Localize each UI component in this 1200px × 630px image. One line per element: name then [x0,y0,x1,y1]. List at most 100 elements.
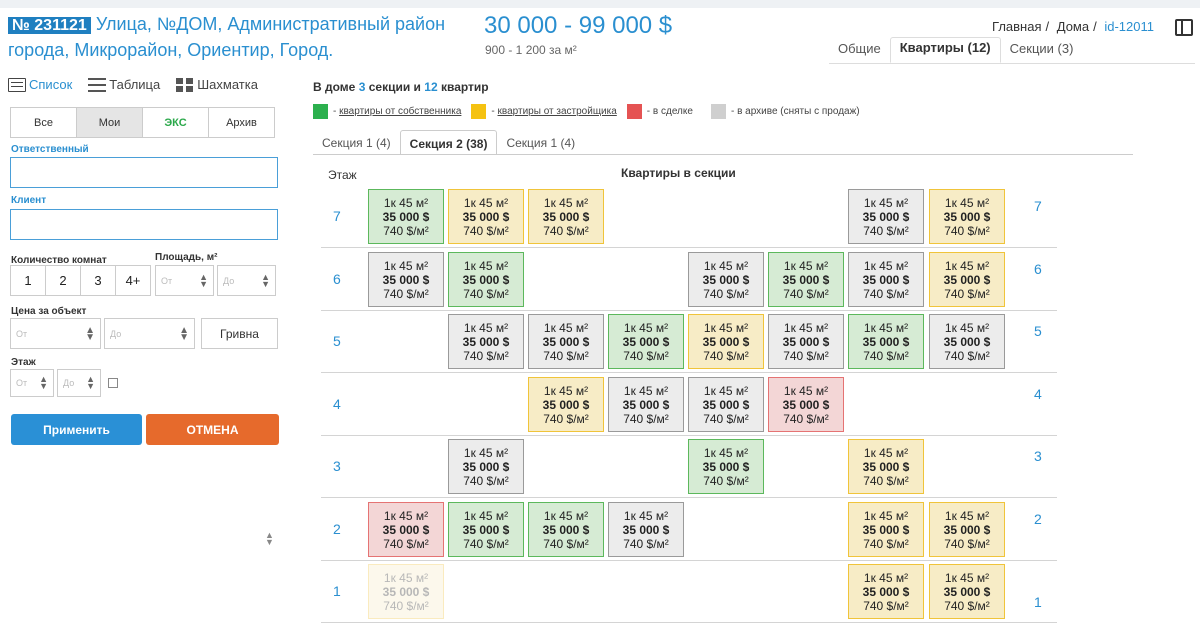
area-from-placeholder: От [161,275,173,286]
flat-cell[interactable]: 1к 45 м² 35 000 $740 $/м² [368,189,444,244]
flat-cell[interactable]: 1к 45 м² 35 000 $740 $/м² [768,314,844,369]
resize-handle-icon[interactable]: ▲ ▼ [265,530,274,547]
flat-cell[interactable]: 1к 45 м² 35 000 $740 $/м² [448,439,524,494]
flat-price-per-m2: 740 $/м² [623,411,669,426]
flat-cell[interactable]: 1к 45 м² 35 000 $740 $/м² [368,501,444,557]
area-from-stepper[interactable]: От ▲ ▼ [155,265,214,296]
flat-price: 35 000 $ [462,272,510,287]
flat-cell[interactable]: 1к 45 м² 35 000 $740 $/м² [448,189,524,244]
flat-cell[interactable]: 1к 45 м² 35 000 $740 $/м² [448,314,524,369]
flat-cell[interactable]: 1к 45 м² 35 000 $740 $/м² [929,314,1005,369]
client-input[interactable] [10,209,278,240]
flat-area: 1к 45 м² [623,383,669,398]
view-list-label: Список [29,77,73,92]
flat-area: 1к 45 м² [703,258,749,273]
flat-cell[interactable]: 1к 45 м² 35 000 $740 $/м² [848,439,924,494]
flat-price: 35 000 $ [862,460,910,474]
flat-cell[interactable]: 1к 45 м² 35 000 $740 $/м² [768,251,844,307]
view-chess[interactable]: Шахматка [176,77,258,92]
view-table[interactable]: Таблица [88,77,160,92]
price-to-stepper[interactable]: До ▲ ▼ [104,318,195,349]
rooms-3-button[interactable]: 3 [80,265,116,296]
floor-from-stepper[interactable]: От ▲ ▼ [10,369,54,397]
floor-row: 7 7 1к 45 м² 35 000 $740 $/м² 1к 45 м² 35 000… [321,186,1057,248]
flat-price-per-m2: 740 $/м² [863,599,909,613]
flat-area: 1к 45 м² [463,258,509,273]
flat-cell[interactable]: 1к 45 м² 35 000 $740 $/м² [528,314,604,369]
filter-archive-button[interactable]: Архив [208,107,275,138]
filter-all-button[interactable]: Все [10,107,77,138]
flat-area: 1к 45 м² [383,571,429,585]
tab-section-1[interactable]: Секция 1 (4) [322,136,391,150]
flat-area: 1к 45 м² [623,508,669,523]
view-chess-label: Шахматка [197,77,258,92]
flat-cell[interactable]: 1к 45 м² 35 000 $740 $/м² [688,251,764,307]
flat-cell[interactable]: 1к 45 м² 35 000 $740 $/м² [929,501,1005,557]
flat-cell[interactable]: 1к 45 м² 35 000 $740 $/м² [848,314,924,369]
flat-price: 35 000 $ [862,272,910,287]
floor-to-stepper[interactable]: До ▲ ▼ [57,369,101,397]
tab-section-3[interactable]: Секция 1 (4) [506,136,576,150]
flat-price: 35 000 $ [462,210,510,224]
apply-button[interactable]: Применить [11,414,142,445]
breadcrumb-home[interactable]: Главная [992,19,1042,34]
view-list[interactable]: Список [8,77,72,92]
flat-area: 1к 45 м² [543,383,589,398]
flat-cell[interactable]: 1к 45 м² 35 000 $740 $/м² [848,564,924,619]
cancel-button[interactable]: ОТМЕНА [146,414,279,445]
rooms-4plus-button[interactable]: 4+ [115,265,151,296]
flat-cell[interactable]: 1к 45 м² 35 000 $740 $/м² [688,314,764,369]
rooms-1-button[interactable]: 1 [10,265,46,296]
breadcrumb-current[interactable]: id-12011 [1104,19,1154,34]
responsible-input[interactable] [10,157,278,188]
flat-cell[interactable]: 1к 45 м² 35 000 $740 $/м² [368,251,444,307]
flat-area: 1к 45 м² [783,383,829,398]
flat-area: 1к 45 м² [703,383,749,398]
view-table-label: Таблица [109,77,161,92]
flat-cell[interactable]: 1к 45 м² 35 000 $740 $/м² [929,564,1005,619]
flat-cell[interactable]: 1к 45 м² 35 000 $740 $/м² [448,251,524,307]
tab-general[interactable]: Общие [838,41,881,56]
flat-cell[interactable]: 1к 45 м² 35 000 $740 $/м² [768,376,844,432]
flat-cell[interactable]: 1к 45 м² 35 000 $740 $/м² [528,376,604,432]
flat-cell[interactable]: 1к 45 м² 35 000 $740 $/м² [929,251,1005,307]
stepper-arrows-icon: ▲ ▼ [86,374,95,391]
flat-cell[interactable]: 1к 45 м² 35 000 $740 $/м² [688,376,764,432]
rooms-2-button[interactable]: 2 [45,265,81,296]
price-from-placeholder: От [16,328,28,339]
flat-cell[interactable]: 1к 45 м² 35 000 $740 $/м² [848,251,924,307]
price-from-stepper[interactable]: От ▲ ▼ [10,318,101,349]
flat-price: 35 000 $ [702,460,750,474]
flat-cell[interactable]: 1к 45 м² 35 000 $740 $/м² [368,564,444,619]
legend-developer[interactable]: - квартиры от застройщика [491,106,617,117]
flat-cell[interactable]: 1к 45 м² 35 000 $740 $/м² [848,189,924,244]
floor-checkbox[interactable] [108,378,118,388]
flat-cell[interactable]: 1к 45 м² 35 000 $740 $/м² [608,501,684,557]
tab-section-2[interactable]: Секция 2 (38) [399,130,498,155]
legend-owner[interactable]: - квартиры от собственника [333,106,462,117]
flat-cell[interactable]: 1к 45 м² 35 000 $740 $/м² [848,501,924,557]
flat-cell[interactable]: 1к 45 м² 35 000 $740 $/м² [688,439,764,494]
flat-cell[interactable]: 1к 45 м² 35 000 $740 $/м² [528,189,604,244]
flat-cell[interactable]: 1к 45 м² 35 000 $740 $/м² [448,501,524,557]
flat-area: 1к 45 м² [543,508,589,523]
area-to-stepper[interactable]: До ▲ ▼ [217,265,276,296]
flat-price: 35 000 $ [943,585,991,599]
tab-flats[interactable]: Квартиры (12) [889,37,1001,63]
currency-select[interactable]: Гривна [201,318,278,349]
flat-price-per-m2: 740 $/м² [623,349,669,363]
flat-price-per-m2: 740 $/м² [944,536,990,551]
filter-mine-button[interactable]: Мои [76,107,143,138]
sidebar-toggle-icon[interactable] [1175,19,1193,36]
flat-cell[interactable]: 1к 45 м² 35 000 $740 $/м² [608,376,684,432]
flat-cell[interactable]: 1к 45 м² 35 000 $740 $/м² [528,501,604,557]
tab-sections[interactable]: Секции (3) [1009,41,1074,56]
flat-area: 1к 45 м² [383,258,429,273]
filter-exclusive-button[interactable]: ЭКС [142,107,209,138]
flat-area: 1к 45 м² [703,321,749,335]
flat-cell[interactable]: 1к 45 м² 35 000 $740 $/м² [608,314,684,369]
flat-cell[interactable]: 1к 45 м² 35 000 $740 $/м² [929,189,1005,244]
flat-price: 35 000 $ [542,397,590,412]
flat-price-per-m2: 740 $/м² [463,474,509,488]
breadcrumb-houses[interactable]: Дома [1056,19,1090,34]
